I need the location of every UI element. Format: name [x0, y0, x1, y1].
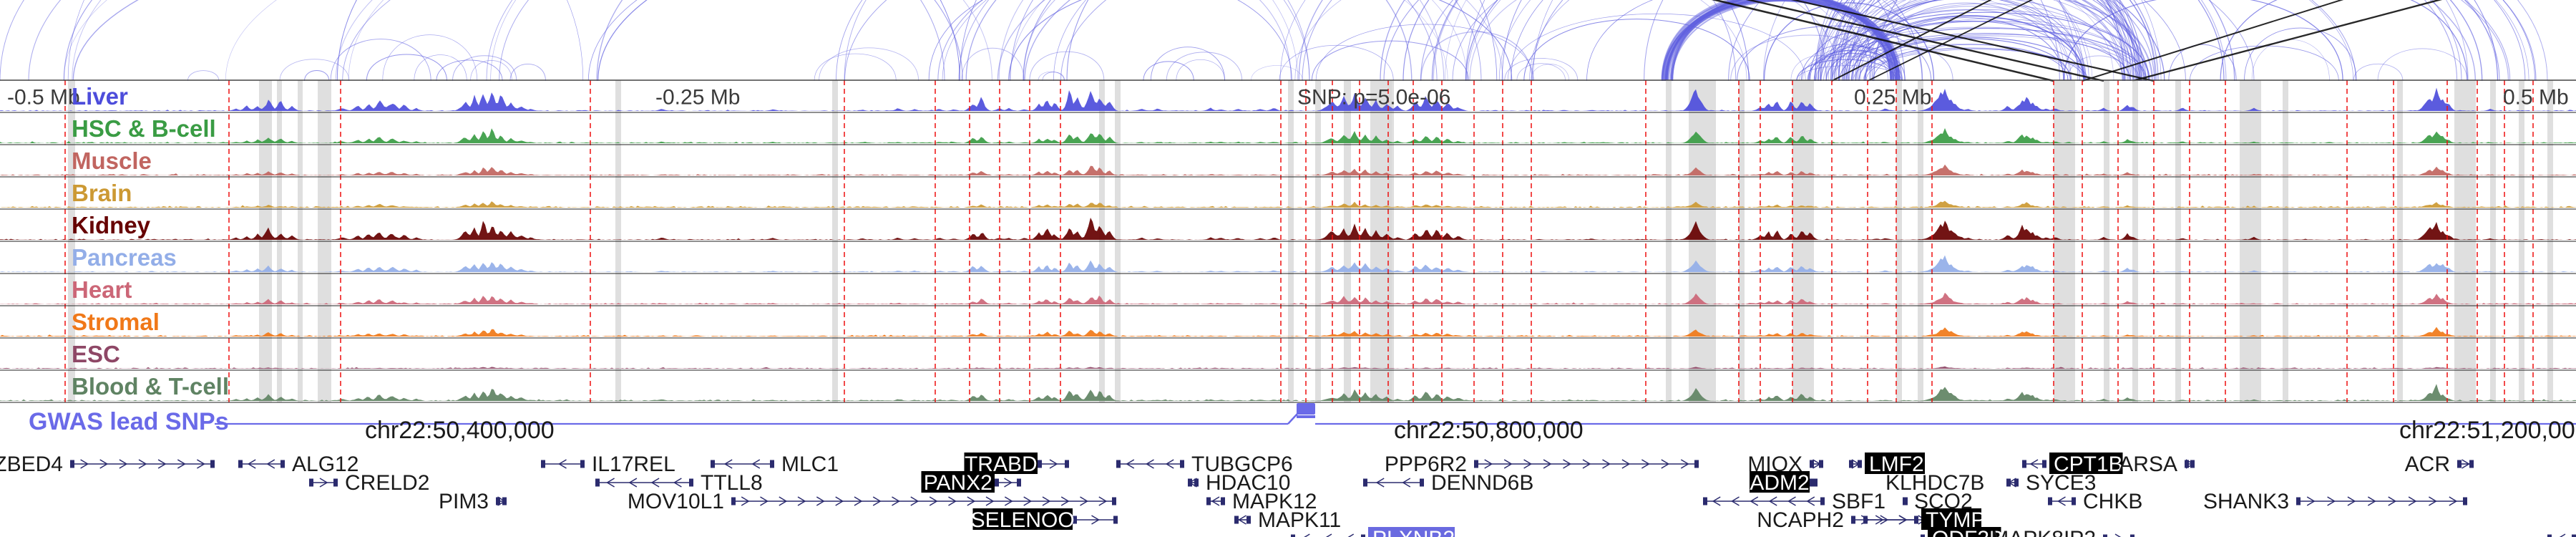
svg-text:-0.5 Mb: -0.5 Mb: [7, 85, 80, 109]
svg-text:MOV10L1: MOV10L1: [628, 490, 724, 513]
svg-text:CHKB: CHKB: [2083, 490, 2142, 513]
svg-text:Stromal: Stromal: [72, 309, 160, 335]
svg-text:chr22:51,200,000: chr22:51,200,000: [2399, 417, 2576, 444]
svg-text:0.5 Mb: 0.5 Mb: [2503, 85, 2569, 109]
svg-text:GWAS lead SNPs: GWAS lead SNPs: [29, 408, 229, 435]
svg-text:chr22:50,800,000: chr22:50,800,000: [1394, 417, 1584, 444]
svg-text:DENND6B: DENND6B: [1431, 471, 1533, 495]
svg-text:MLC1: MLC1: [781, 453, 839, 476]
svg-text:PLXNB2: PLXNB2: [1372, 527, 1455, 537]
svg-text:SELENOO: SELENOO: [971, 508, 1075, 532]
svg-text:SHANK3: SHANK3: [2203, 490, 2289, 513]
svg-text:MAPK11: MAPK11: [1258, 508, 1341, 532]
svg-text:0.25 Mb: 0.25 Mb: [1854, 85, 1931, 109]
svg-text:ADM2: ADM2: [1750, 471, 1809, 495]
svg-text:-0.25 Mb: -0.25 Mb: [655, 85, 740, 109]
svg-text:NCAPH2: NCAPH2: [1757, 508, 1844, 532]
svg-text:PIM3: PIM3: [439, 490, 489, 513]
svg-text:MAPK8IP2: MAPK8IP2: [1991, 527, 2096, 537]
svg-text:HSC & B-cell: HSC & B-cell: [72, 115, 216, 142]
svg-text:IL17REL: IL17REL: [592, 453, 675, 476]
svg-text:ARSA: ARSA: [2119, 453, 2177, 476]
svg-text:Kidney: Kidney: [72, 212, 151, 238]
svg-text:Heart: Heart: [72, 276, 132, 303]
svg-text:PANX2: PANX2: [924, 471, 992, 495]
svg-text:Pancreas: Pancreas: [72, 244, 177, 271]
svg-text:ESC: ESC: [72, 341, 120, 367]
svg-text:chr22:50,400,000: chr22:50,400,000: [365, 417, 555, 444]
svg-text:Muscle: Muscle: [72, 147, 152, 174]
svg-text:SNP: p=5.0e-06: SNP: p=5.0e-06: [1297, 85, 1450, 109]
svg-text:Blood & T-cell: Blood & T-cell: [72, 373, 229, 400]
svg-text:CRELD2: CRELD2: [345, 471, 429, 495]
svg-text:Brain: Brain: [72, 180, 132, 206]
svg-text:ACR: ACR: [2405, 453, 2450, 476]
svg-text:Liver: Liver: [72, 83, 128, 110]
svg-text:ZBED4: ZBED4: [0, 453, 63, 476]
